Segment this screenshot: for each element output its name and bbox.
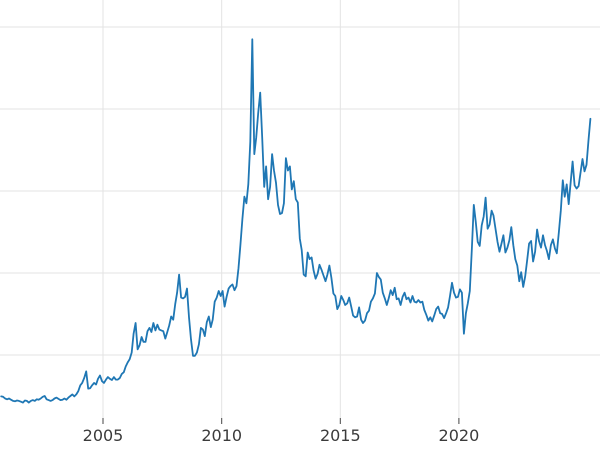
x-tick-label: 2005	[83, 426, 124, 445]
x-tick-label: 2020	[439, 426, 480, 445]
x-tick-label: 2010	[201, 426, 242, 445]
x-tick-label: 2015	[320, 426, 361, 445]
price-line	[0, 38, 592, 404]
